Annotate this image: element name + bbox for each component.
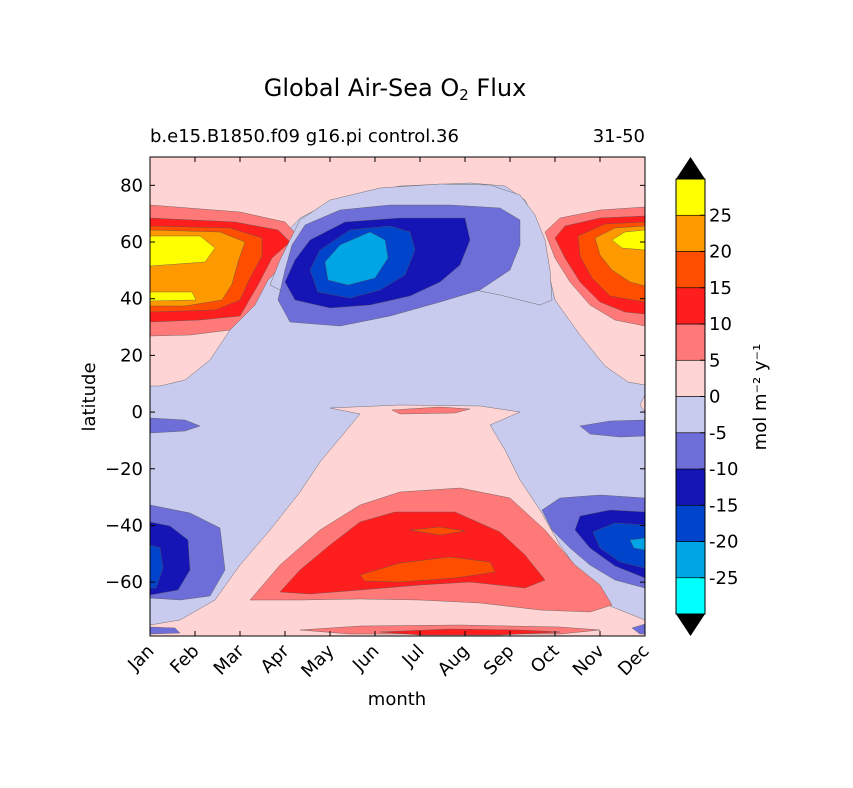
x-tick-label: Oct — [527, 641, 564, 678]
contour-eq-neg-right — [579, 419, 645, 438]
contour-north-pos-0 — [150, 157, 645, 387]
contour-nw-25-b — [150, 291, 197, 302]
colorbar-tick-label: 5 — [709, 350, 720, 371]
x-tick-label: Jun — [348, 641, 383, 676]
chart-subtitle-case: b.e15.B1850.f09 g16.pi control.36 — [150, 126, 459, 147]
colorbar-tick-label: -15 — [709, 495, 738, 516]
colorbar-tick-label: 0 — [709, 387, 720, 408]
x-tick-label: Mar — [210, 640, 249, 679]
colorbar-swatch — [675, 577, 706, 615]
colorbar-swatch — [675, 359, 706, 397]
colorbar-extend-min — [676, 614, 705, 636]
colorbar-tick-label: -25 — [709, 568, 738, 589]
colorbar-tick-label: -5 — [709, 423, 727, 444]
x-tick-label: Dec — [614, 641, 653, 680]
chart-subtitle-years: 31-50 — [592, 126, 645, 147]
y-tick-label: 0 — [132, 402, 143, 423]
contour-so-15-b — [409, 526, 466, 536]
contour-ant-neg-left — [150, 626, 181, 635]
colorbar-swatch — [675, 432, 706, 470]
colorbar-tick-label: 15 — [709, 278, 732, 299]
x-tick-label: Feb — [166, 641, 203, 678]
y-tick-label: 60 — [120, 232, 143, 253]
colorbar-swatch — [675, 323, 706, 361]
plot-frame — [149, 156, 646, 637]
x-tick-label: Aug — [434, 641, 474, 681]
contour-ant-neg-right — [631, 623, 645, 635]
contour-east-pos-edge — [639, 394, 645, 413]
colorbar-tick-label: 10 — [709, 314, 732, 335]
contour-ns-m25 — [324, 231, 389, 286]
x-tick-label: Jan — [123, 641, 158, 676]
chart-title: Global Air-Sea O2 Flux — [263, 74, 527, 104]
colorbar-swatch — [675, 468, 706, 506]
y-axis-label: latitude — [79, 362, 100, 431]
contour-eq-pos-5 — [391, 406, 471, 415]
colorbar-swatch — [675, 504, 706, 542]
y-tick-label: 80 — [120, 175, 143, 196]
x-tick-label: Sep — [480, 641, 519, 680]
colorbar-tick-label: 25 — [709, 205, 732, 226]
colorbar-swatch — [675, 287, 706, 325]
contour-eq-neg-left — [150, 417, 201, 434]
y-axis: 80 60 40 20 0 −20 −40 −60 — [105, 175, 645, 593]
y-tick-label: −40 — [105, 515, 143, 536]
plot-area — [150, 157, 645, 636]
colorbar-swatch — [675, 541, 706, 579]
y-tick-label: 20 — [120, 345, 143, 366]
y-tick-label: −20 — [105, 459, 143, 480]
colorbar-tick-label: -10 — [709, 459, 738, 480]
contour-nw-25-a — [150, 235, 216, 267]
colorbar-swatch — [675, 214, 706, 252]
colorbar-swatch — [675, 251, 706, 289]
contour-ne-25 — [611, 229, 645, 251]
x-tick-label: Apr — [257, 640, 294, 677]
colorbar-swatch — [675, 396, 706, 434]
x-tick-label: Jul — [398, 641, 429, 672]
x-tick-label: May — [297, 640, 338, 681]
contour-se-m15 — [592, 522, 645, 569]
y-tick-label: −60 — [105, 572, 143, 593]
colorbar-tick-label: -20 — [709, 532, 738, 553]
colorbar-tick-label: 20 — [709, 242, 732, 263]
y-tick-label: 40 — [120, 289, 143, 310]
contour-se-m20 — [629, 537, 645, 551]
colorbar-label: mol m⁻² y⁻¹ — [750, 344, 771, 451]
x-tick-label: Nov — [569, 640, 609, 680]
x-axis-label: month — [368, 689, 426, 710]
colorbar-extend-max — [676, 157, 705, 179]
contour-sw-m15 — [150, 544, 164, 589]
colorbar-swatch — [675, 178, 706, 216]
contour-so-15-a — [359, 556, 496, 583]
colorbar: -25 -20 -15 -10 -5 0 5 10 15 20 25 — [675, 157, 738, 636]
